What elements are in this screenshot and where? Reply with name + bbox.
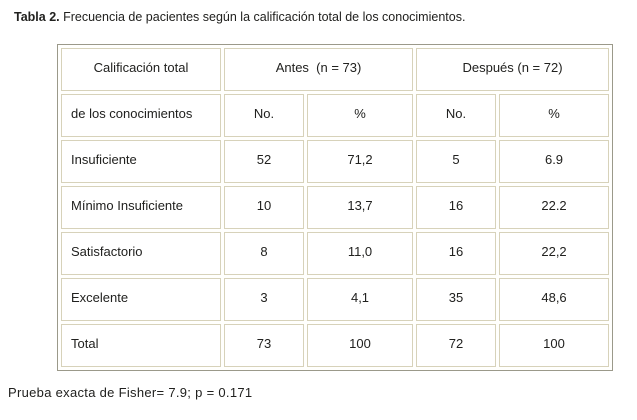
- table-row-insuficiente: Insuficiente 52 71,2 5 6.9: [61, 140, 610, 183]
- fisher-test-note: Prueba exacta de Fisher= 7.9; p = 0.171: [8, 385, 253, 400]
- cell-antes-no: 3: [224, 278, 304, 321]
- cell-antes-pct: 100: [307, 324, 414, 367]
- header-despues-group: Después (n = 72): [416, 48, 610, 91]
- table-row-satisfactorio: Satisfactorio 8 11,0 16 22,2: [61, 232, 610, 275]
- header-row-measures: de los conocimientos No. % No. %: [61, 94, 610, 137]
- table-caption-text: Frecuencia de pacientes según la calific…: [63, 10, 466, 24]
- cell-antes-pct: 4,1: [307, 278, 414, 321]
- header-calificacion-total: Calificación total: [61, 48, 221, 91]
- cell-label: Insuficiente: [61, 140, 221, 183]
- data-table: Calificación total Antes (n = 73) Despué…: [57, 44, 614, 371]
- header-antes-pct: %: [307, 94, 414, 137]
- table-caption-number: Tabla 2.: [14, 10, 60, 24]
- table-caption: Tabla 2. Frecuencia de pacientes según l…: [14, 10, 637, 25]
- cell-despues-pct: 22.2: [499, 186, 610, 229]
- cell-antes-no: 73: [224, 324, 304, 367]
- cell-despues-pct: 22,2: [499, 232, 610, 275]
- cell-despues-no: 35: [416, 278, 497, 321]
- cell-antes-pct: 13,7: [307, 186, 414, 229]
- cell-label: Mínimo Insuficiente: [61, 186, 221, 229]
- table-row-minimo-insuficiente: Mínimo Insuficiente 10 13,7 16 22.2: [61, 186, 610, 229]
- header-despues-no: No.: [416, 94, 497, 137]
- cell-label: Satisfactorio: [61, 232, 221, 275]
- cell-label: Excelente: [61, 278, 221, 321]
- cell-despues-no: 72: [416, 324, 497, 367]
- cell-antes-pct: 71,2: [307, 140, 414, 183]
- table-row-excelente: Excelente 3 4,1 35 48,6: [61, 278, 610, 321]
- cell-antes-no: 10: [224, 186, 304, 229]
- cell-label: Total: [61, 324, 221, 367]
- header-row-groups: Calificación total Antes (n = 73) Despué…: [61, 48, 610, 91]
- cell-despues-no: 16: [416, 186, 497, 229]
- cell-despues-pct: 6.9: [499, 140, 610, 183]
- cell-despues-no: 5: [416, 140, 497, 183]
- cell-antes-no: 8: [224, 232, 304, 275]
- page: Tabla 2. Frecuencia de pacientes según l…: [0, 10, 637, 400]
- cell-despues-pct: 100: [499, 324, 610, 367]
- cell-antes-pct: 11,0: [307, 232, 414, 275]
- table-row-total: Total 73 100 72 100: [61, 324, 610, 367]
- header-de-los-conocimientos: de los conocimientos: [61, 94, 221, 137]
- cell-despues-pct: 48,6: [499, 278, 610, 321]
- header-antes-no: No.: [224, 94, 304, 137]
- cell-despues-no: 16: [416, 232, 497, 275]
- cell-antes-no: 52: [224, 140, 304, 183]
- header-despues-pct: %: [499, 94, 610, 137]
- header-antes-group: Antes (n = 73): [224, 48, 414, 91]
